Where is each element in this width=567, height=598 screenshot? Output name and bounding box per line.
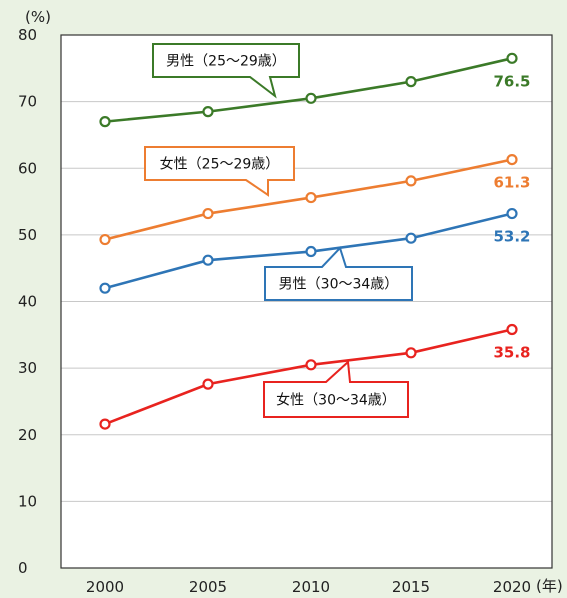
x-tick-label: 2015	[392, 578, 430, 594]
data-point	[405, 347, 417, 359]
data-point	[99, 282, 111, 294]
data-point	[202, 106, 214, 118]
data-point	[99, 233, 111, 246]
data-point	[506, 323, 518, 336]
legend-label: 女性（30〜34歳）	[276, 392, 396, 409]
data-label: 61.3	[493, 174, 530, 192]
data-point	[202, 254, 214, 266]
legend-label: 男性（25〜29歳）	[166, 54, 286, 70]
y-tick-label: 40	[18, 293, 37, 311]
callout-box	[152, 43, 300, 99]
data-point	[506, 52, 518, 64]
y-tick-label: 60	[18, 159, 37, 177]
y-tick-label: 80	[18, 26, 37, 44]
x-tick-label: 2000	[86, 578, 124, 594]
data-point	[405, 175, 417, 187]
callout-box	[263, 359, 409, 418]
data-point	[202, 207, 214, 220]
x-unit-label: (年)	[536, 577, 563, 594]
data-label: 53.2	[493, 228, 530, 246]
data-label: 76.5	[493, 72, 530, 90]
data-point	[99, 116, 111, 128]
data-point	[405, 76, 417, 88]
y-tick-label: 0	[18, 559, 28, 577]
series-callout: 女性（30〜34歳）	[263, 359, 409, 418]
data-point	[305, 245, 317, 258]
y-tick-label: 70	[18, 93, 37, 111]
data-label: 35.8	[493, 343, 530, 361]
series-callout: 男性（25〜29歳）	[152, 43, 300, 99]
callout-box	[144, 146, 295, 197]
data-point	[202, 378, 214, 390]
data-point	[305, 191, 317, 204]
plot-frame	[60, 34, 553, 569]
series-layer: 76.5 61.3 53.2 35.8	[99, 52, 531, 430]
series-3: 35.8	[99, 323, 531, 430]
series-callout: 男性（30〜34歳）	[264, 246, 413, 301]
data-point	[305, 359, 317, 371]
data-point	[506, 153, 518, 166]
data-point	[305, 92, 317, 104]
data-point	[405, 232, 417, 244]
series-1: 61.3	[99, 153, 531, 246]
x-tick-label: 2020	[493, 578, 531, 594]
y-unit-label: (%)	[25, 8, 51, 26]
series-callouts: 男性（25〜29歳） 女性（25〜29歳） 男性（30〜34歳） 女性（30〜34歳）	[144, 43, 413, 418]
legend-label: 男性（30〜34歳）	[279, 277, 399, 293]
y-tick-label: 10	[18, 492, 37, 510]
legend-label: 女性（25〜29歳）	[160, 156, 280, 173]
y-tick-label: 30	[18, 359, 37, 377]
y-tick-label: 20	[18, 426, 37, 444]
series-0: 76.5	[99, 52, 531, 128]
data-point	[99, 418, 111, 430]
data-point	[506, 207, 518, 220]
x-tick-label: 2010	[292, 578, 330, 594]
x-axis-ticks: 2000 2005 2010 2015 2020	[86, 578, 531, 596]
y-tick-label: 50	[18, 226, 37, 244]
x-tick-label: 2005	[189, 578, 227, 594]
series-2: 53.2	[99, 207, 531, 294]
y-axis-ticks: 0 10 20 30 40 50 60 70 80	[18, 26, 37, 577]
callout-box	[264, 246, 413, 301]
series-callout: 女性（25〜29歳）	[144, 146, 295, 197]
